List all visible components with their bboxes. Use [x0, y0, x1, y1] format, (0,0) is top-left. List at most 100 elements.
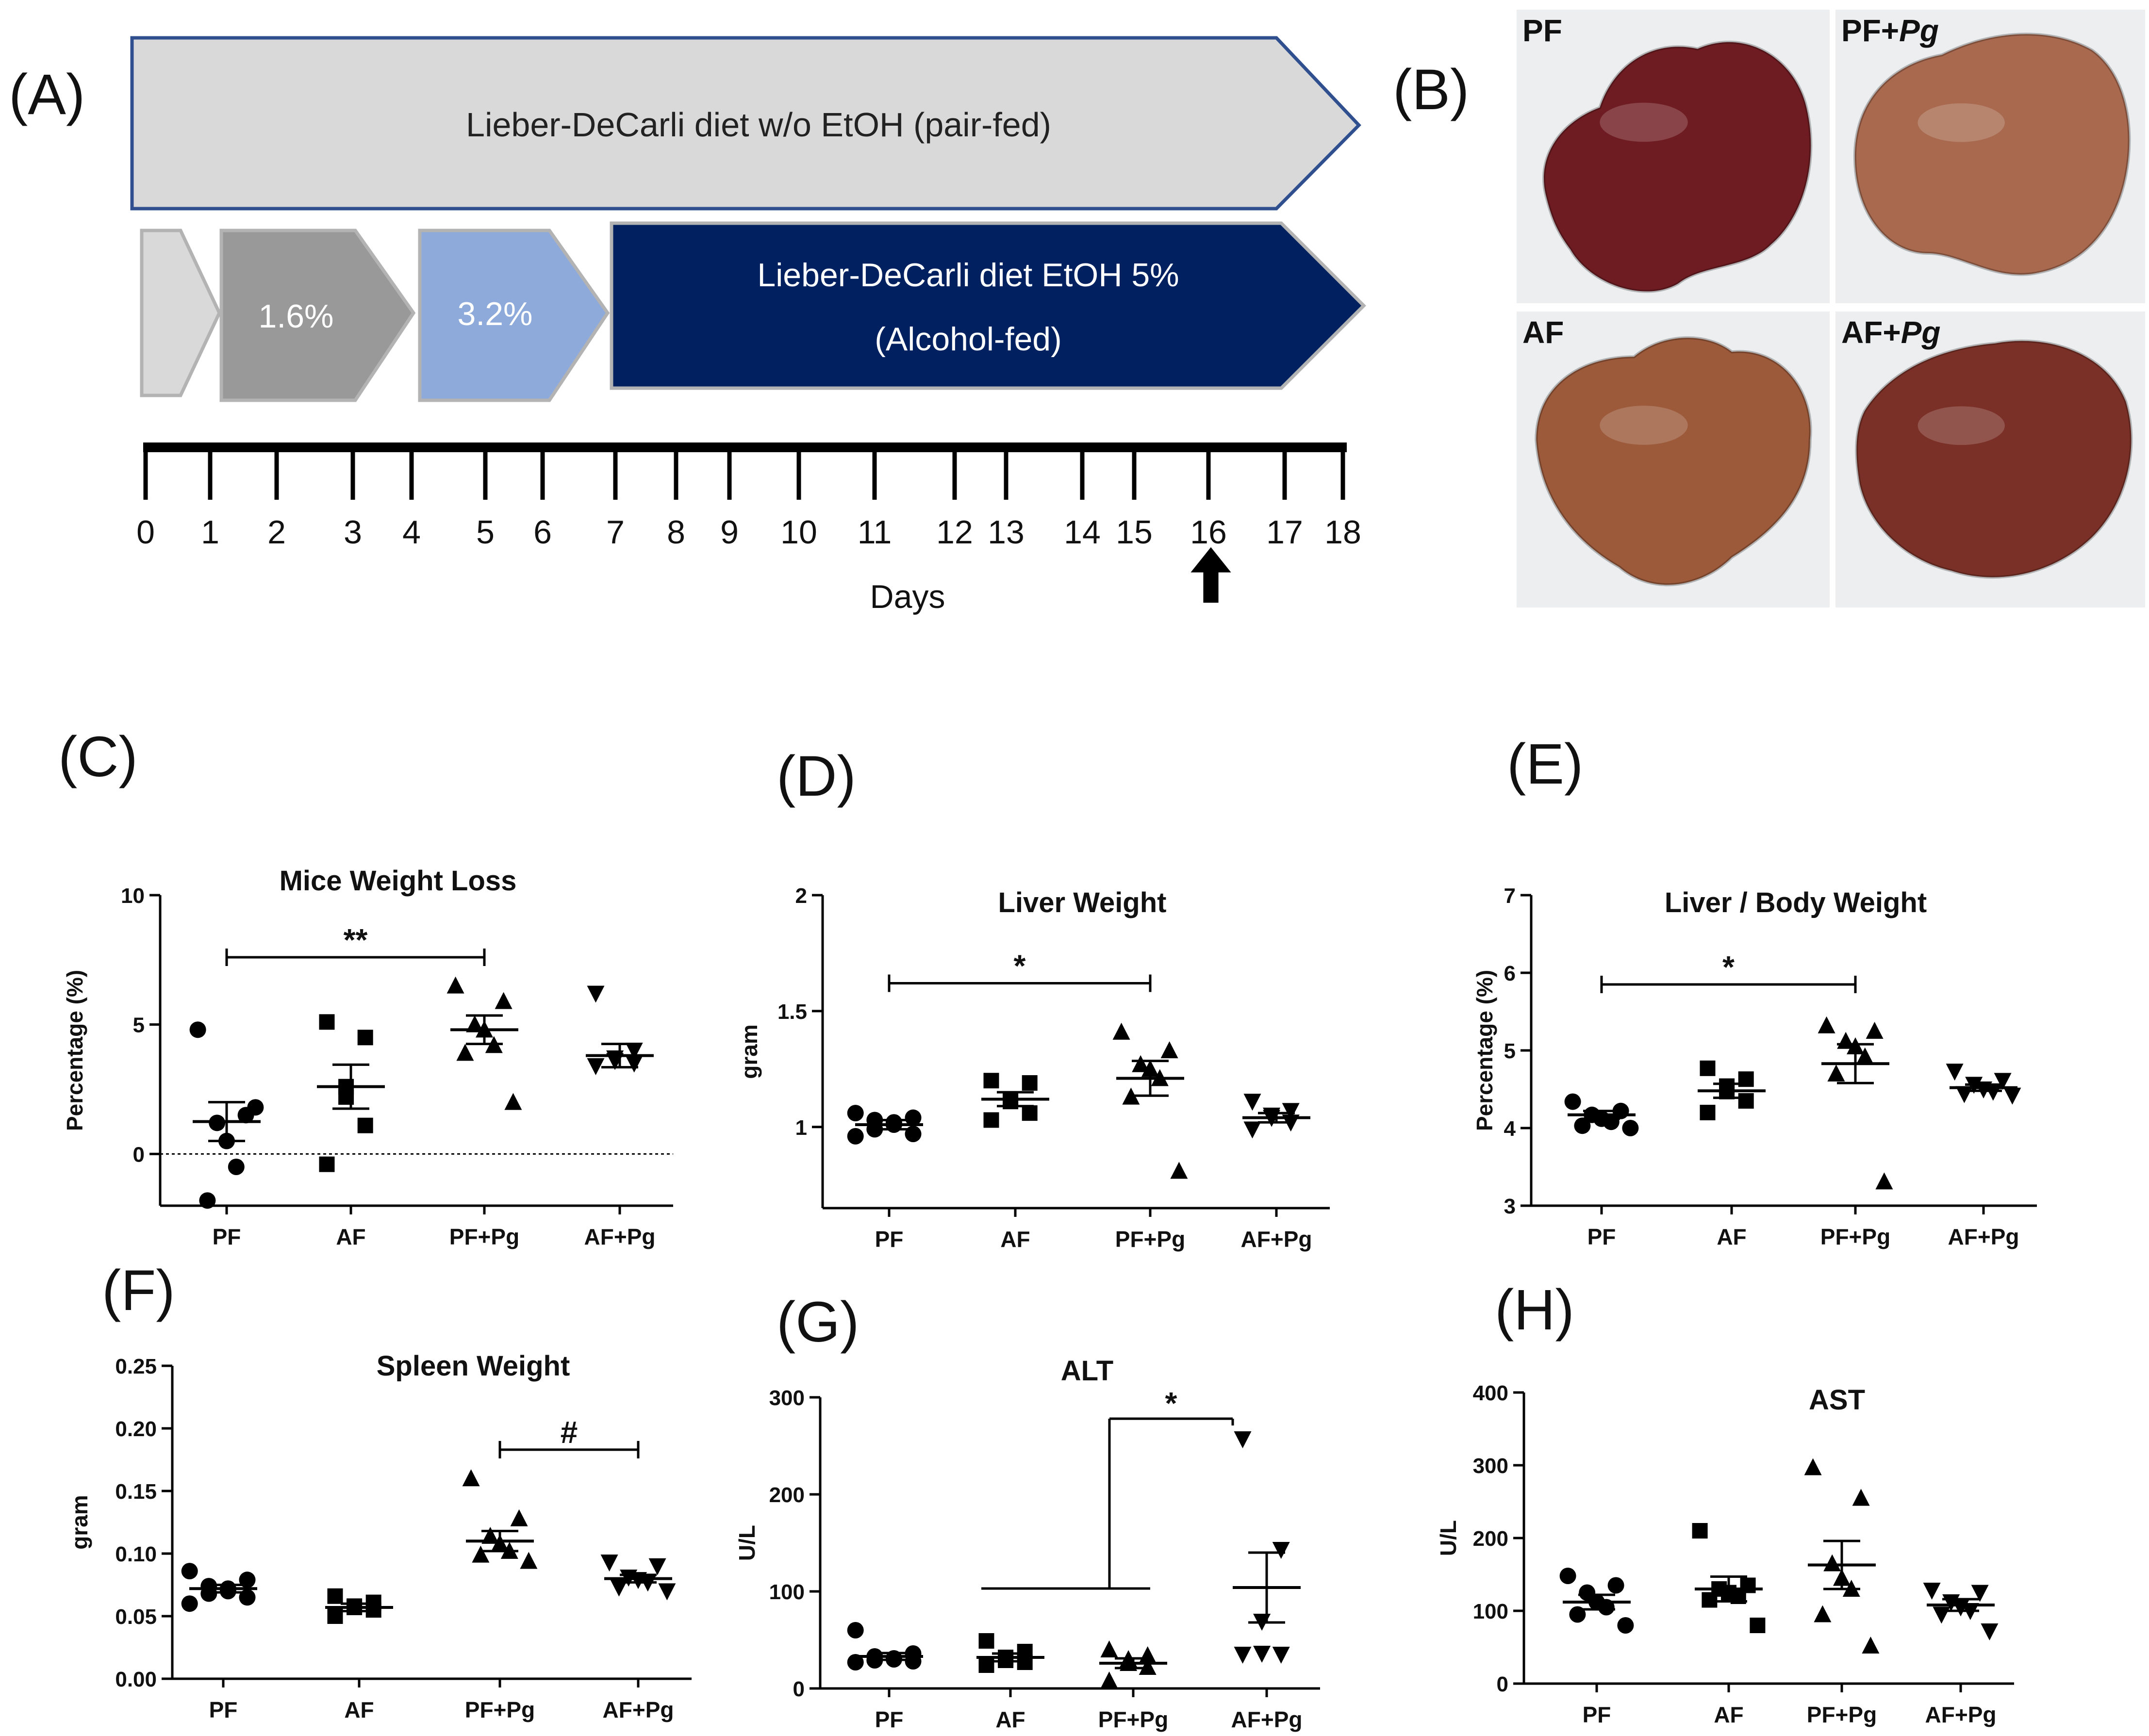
data-point: [1818, 1016, 1835, 1033]
day-tick-label: 10: [780, 514, 817, 551]
data-point: [905, 1109, 922, 1126]
liver-photo: PF: [1517, 10, 1830, 303]
liver-shape: [1855, 339, 2133, 579]
y-tick-label: 0: [1497, 1672, 1508, 1696]
data-point: [1862, 1637, 1880, 1654]
data-point: [466, 1015, 484, 1032]
data-point: [1852, 1489, 1870, 1506]
panel-label: (F): [102, 1259, 175, 1323]
significance-label: **: [344, 922, 368, 957]
day-tick-label: 14: [1064, 514, 1101, 551]
chart-title: Mice Weight Loss: [280, 865, 517, 897]
y-tick-label: 0.20: [115, 1417, 157, 1441]
data-point: [1750, 1618, 1766, 1633]
x-tick-label: AF+Pg: [1948, 1224, 2019, 1249]
data-point: [1981, 1623, 1999, 1640]
panel-a-label: (A): [9, 63, 85, 127]
data-point: [1700, 1105, 1716, 1120]
data-point: [181, 1563, 198, 1580]
photo-label-treatment: Pg: [1901, 315, 1941, 350]
day-tick-label: 18: [1324, 514, 1361, 551]
day-tick-label: 13: [988, 514, 1025, 551]
data-point: [905, 1126, 922, 1143]
y-tick-label: 400: [1473, 1381, 1508, 1405]
data-point: [847, 1622, 864, 1638]
x-tick-label: AF: [344, 1697, 374, 1722]
data-point: [181, 1595, 198, 1612]
liver-image: [1855, 339, 2133, 579]
day-tick-label: 3: [344, 514, 362, 551]
data-point: [1253, 1646, 1271, 1663]
data-point: [357, 1030, 373, 1046]
y-tick-label: 6: [1504, 962, 1516, 985]
day-tick-label: 9: [720, 514, 739, 551]
liver-photo-label: AF+Pg: [1841, 314, 1940, 350]
data-point: [1607, 1577, 1624, 1594]
y-tick-label: 0: [133, 1143, 145, 1166]
significance-label: *: [1722, 950, 1735, 984]
data-point: [1022, 1075, 1038, 1091]
data-point: [481, 1526, 499, 1544]
chart-title: Spleen Weight: [377, 1350, 570, 1382]
chart-spleen-weight: (F) Spleen Weight 0.00 0.05 0.10 0.15 0.20 0.25…: [67, 1259, 692, 1722]
x-tick-label: PF: [1587, 1224, 1616, 1249]
y-axis-label: gram: [67, 1495, 92, 1549]
x-tick-label: AF+Pg: [1925, 1702, 1997, 1727]
y-axis-label: Percentage (%): [1472, 970, 1497, 1131]
liver-photo: PF+Pg: [1835, 10, 2145, 303]
ethanol-step-1: [219, 229, 416, 402]
data-point: [625, 1055, 643, 1073]
photo-label-group: AF: [1522, 315, 1564, 350]
data-point: [1112, 1022, 1130, 1040]
data-point: [1804, 1458, 1822, 1475]
liver-image: [1853, 33, 2131, 276]
y-tick-label: 0.25: [115, 1355, 157, 1378]
photo-label-treatment: Pg: [1899, 13, 1939, 48]
data-point: [1243, 1121, 1261, 1139]
data-point: [1622, 1120, 1639, 1136]
data-point: [1702, 1592, 1718, 1608]
data-point: [1234, 1647, 1252, 1664]
data-point: [1617, 1617, 1634, 1634]
panel-label: (C): [58, 725, 138, 789]
panel-b-label: (B): [1393, 58, 1469, 122]
data-point: [648, 1558, 666, 1575]
chart-alt: (G) ALT 0 100 200 300 U/L PF AF PF+Pg AF+Pg *: [734, 1290, 1320, 1732]
data-point: [520, 1552, 538, 1569]
data-point: [1559, 1568, 1576, 1584]
y-tick-label: 200: [1473, 1527, 1508, 1551]
data-point: [319, 1156, 335, 1172]
y-tick-label: 1: [795, 1116, 807, 1140]
chart-title: AST: [1809, 1384, 1865, 1416]
panel-label: (D): [777, 744, 856, 808]
x-tick-label: AF+Pg: [1241, 1227, 1312, 1252]
data-point: [978, 1633, 994, 1649]
liver-photo: AF+Pg: [1835, 311, 2145, 607]
data-point: [504, 1093, 522, 1110]
data-point: [983, 1112, 999, 1128]
data-point: [1692, 1523, 1708, 1539]
panel-b-label-svg: (B): [1393, 58, 1469, 122]
data-point: [978, 1657, 994, 1673]
data-point: [1827, 1065, 1845, 1081]
x-tick-label: PF+Pg: [449, 1224, 519, 1249]
data-point: [1132, 1055, 1150, 1072]
panel-label: (G): [777, 1290, 859, 1354]
liver-photo-label: PF+Pg: [1841, 13, 1939, 49]
data-point: [847, 1128, 864, 1145]
x-tick-label: AF: [1717, 1224, 1746, 1249]
day-tick-label: 6: [533, 514, 552, 551]
data-point: [1971, 1585, 1989, 1602]
data-point: [600, 1555, 618, 1572]
data-point: [239, 1589, 256, 1606]
day-tick-label: 2: [267, 514, 286, 551]
y-axis-label: Percentage (%): [62, 970, 87, 1131]
x-tick-label: PF+Pg: [1807, 1702, 1877, 1727]
significance-label: *: [1165, 1386, 1177, 1421]
chart-title: Liver Weight: [998, 887, 1167, 918]
data-point: [847, 1105, 864, 1122]
x-tick-label: PF+Pg: [465, 1697, 535, 1722]
data-point: [1823, 1554, 1841, 1572]
day-tick-label: 5: [476, 514, 495, 551]
x-tick-label: AF+Pg: [1231, 1707, 1303, 1732]
